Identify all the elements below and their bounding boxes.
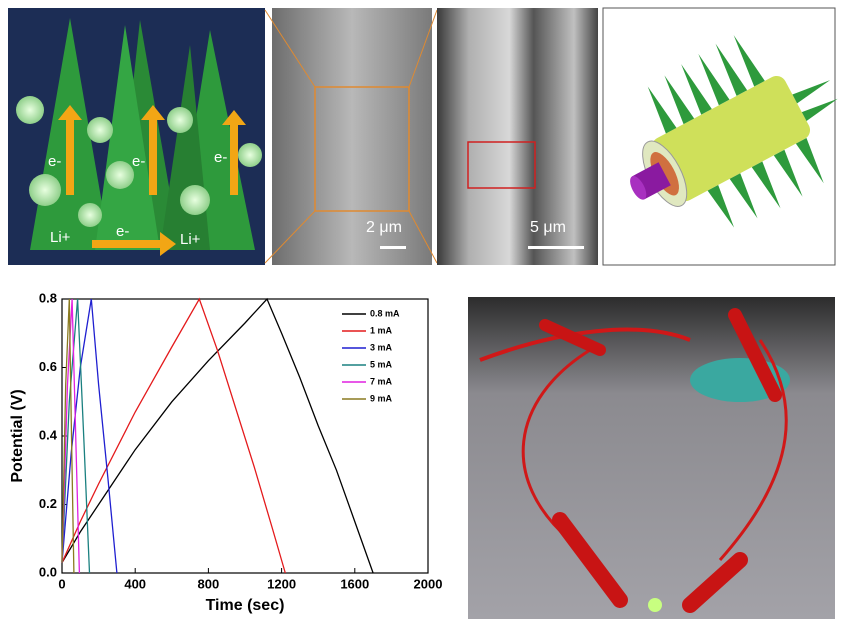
label: e- (48, 153, 61, 170)
figure: e- e- e- Li+ e- Li+ 2 μm 5 μm (0, 0, 841, 619)
x-tick-label: 1200 (267, 576, 296, 591)
series-line (62, 299, 285, 573)
device-photo (468, 297, 835, 619)
x-tick-label: 2000 (414, 576, 443, 591)
legend-label: 9 mA (370, 393, 393, 403)
y-tick-label: 0.8 (39, 290, 57, 305)
device-schematic (590, 4, 841, 265)
x-tick-label: 800 (198, 576, 220, 591)
chart: 0 400 800 1200 1600 2000 0.0 0.2 0.4 0.6 0.8 Time (… (9, 290, 442, 614)
y-tick-label: 0.4 (39, 427, 58, 442)
legend-label: 0.8 mA (370, 308, 400, 318)
series-line (62, 299, 373, 573)
legend-label: 5 mA (370, 359, 393, 369)
label: Li+ (50, 229, 71, 246)
label: e- (132, 153, 145, 170)
y-tick-label: 0.2 (39, 496, 57, 511)
y-tick-label: 0.0 (39, 564, 57, 579)
legend-label: 3 mA (370, 342, 393, 352)
sem-image: 2 μm (265, 8, 437, 265)
sem-image: 5 μm (437, 8, 598, 265)
x-tick-label: 0 (58, 576, 65, 591)
x-tick-label: 400 (124, 576, 146, 591)
y-axis-title: Potential (V) (9, 389, 26, 482)
x-tick-label: 1600 (340, 576, 369, 591)
scale-bar-label: 2 μm (366, 219, 402, 236)
x-axis-title: Time (sec) (206, 597, 285, 614)
label: Li+ (180, 231, 201, 248)
legend-label: 7 mA (370, 376, 393, 386)
y-tick-label: 0.6 (39, 359, 57, 374)
legend-label: 1 mA (370, 325, 393, 335)
label: e- (214, 149, 227, 166)
scale-bar-label: 5 μm (530, 219, 566, 236)
label: e- (116, 223, 129, 240)
schematic-panel: e- e- e- Li+ e- Li+ (8, 8, 265, 265)
